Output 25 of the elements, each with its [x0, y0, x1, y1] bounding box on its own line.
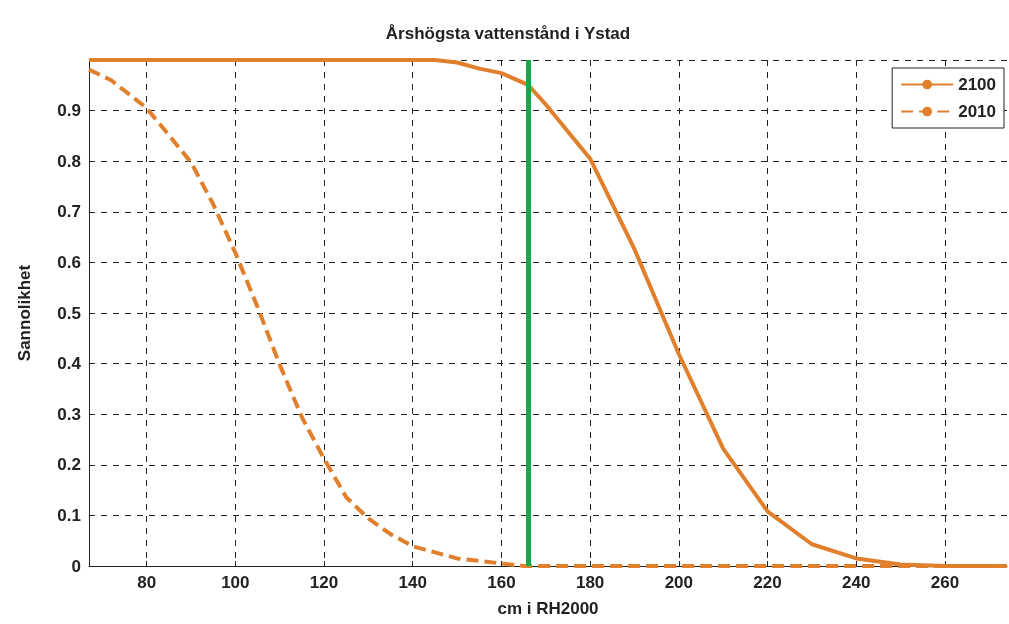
x-tick-label: 260 — [930, 573, 960, 592]
x-tick-label: 220 — [753, 573, 782, 592]
x-tick-label: 120 — [309, 573, 339, 592]
y-tick-label: 0 — [71, 556, 81, 576]
x-tick-label: 200 — [664, 573, 694, 592]
legend-label: 2100 — [958, 75, 997, 94]
y-tick-label: 0.9 — [57, 101, 81, 121]
y-tick-label: 0.7 — [57, 202, 81, 222]
legend-label: 2010 — [958, 102, 997, 121]
chart-title: Årshögsta vattenstånd i Ystad — [385, 24, 631, 43]
x-tick-label: 80 — [137, 573, 157, 592]
y-tick-label: 0.1 — [57, 505, 81, 525]
x-axis-title: cm i RH2000 — [497, 599, 599, 618]
y-tick-label: 0.5 — [57, 303, 81, 323]
y-axis-title: Sannolikhet — [15, 264, 34, 362]
x-tick-label: 180 — [575, 573, 605, 592]
y-tick-label: 0.4 — [57, 354, 82, 374]
y-tick-label: 0.6 — [57, 252, 81, 272]
y-tick-label: 0.2 — [57, 455, 81, 475]
x-tick-label: 140 — [398, 573, 427, 592]
x-tick-label: 160 — [487, 573, 516, 592]
x-tick-label: 100 — [221, 573, 250, 592]
y-tick-label: 0.3 — [57, 404, 81, 424]
y-tick-label: 0.8 — [57, 151, 81, 171]
x-tick-label: 240 — [842, 573, 871, 592]
